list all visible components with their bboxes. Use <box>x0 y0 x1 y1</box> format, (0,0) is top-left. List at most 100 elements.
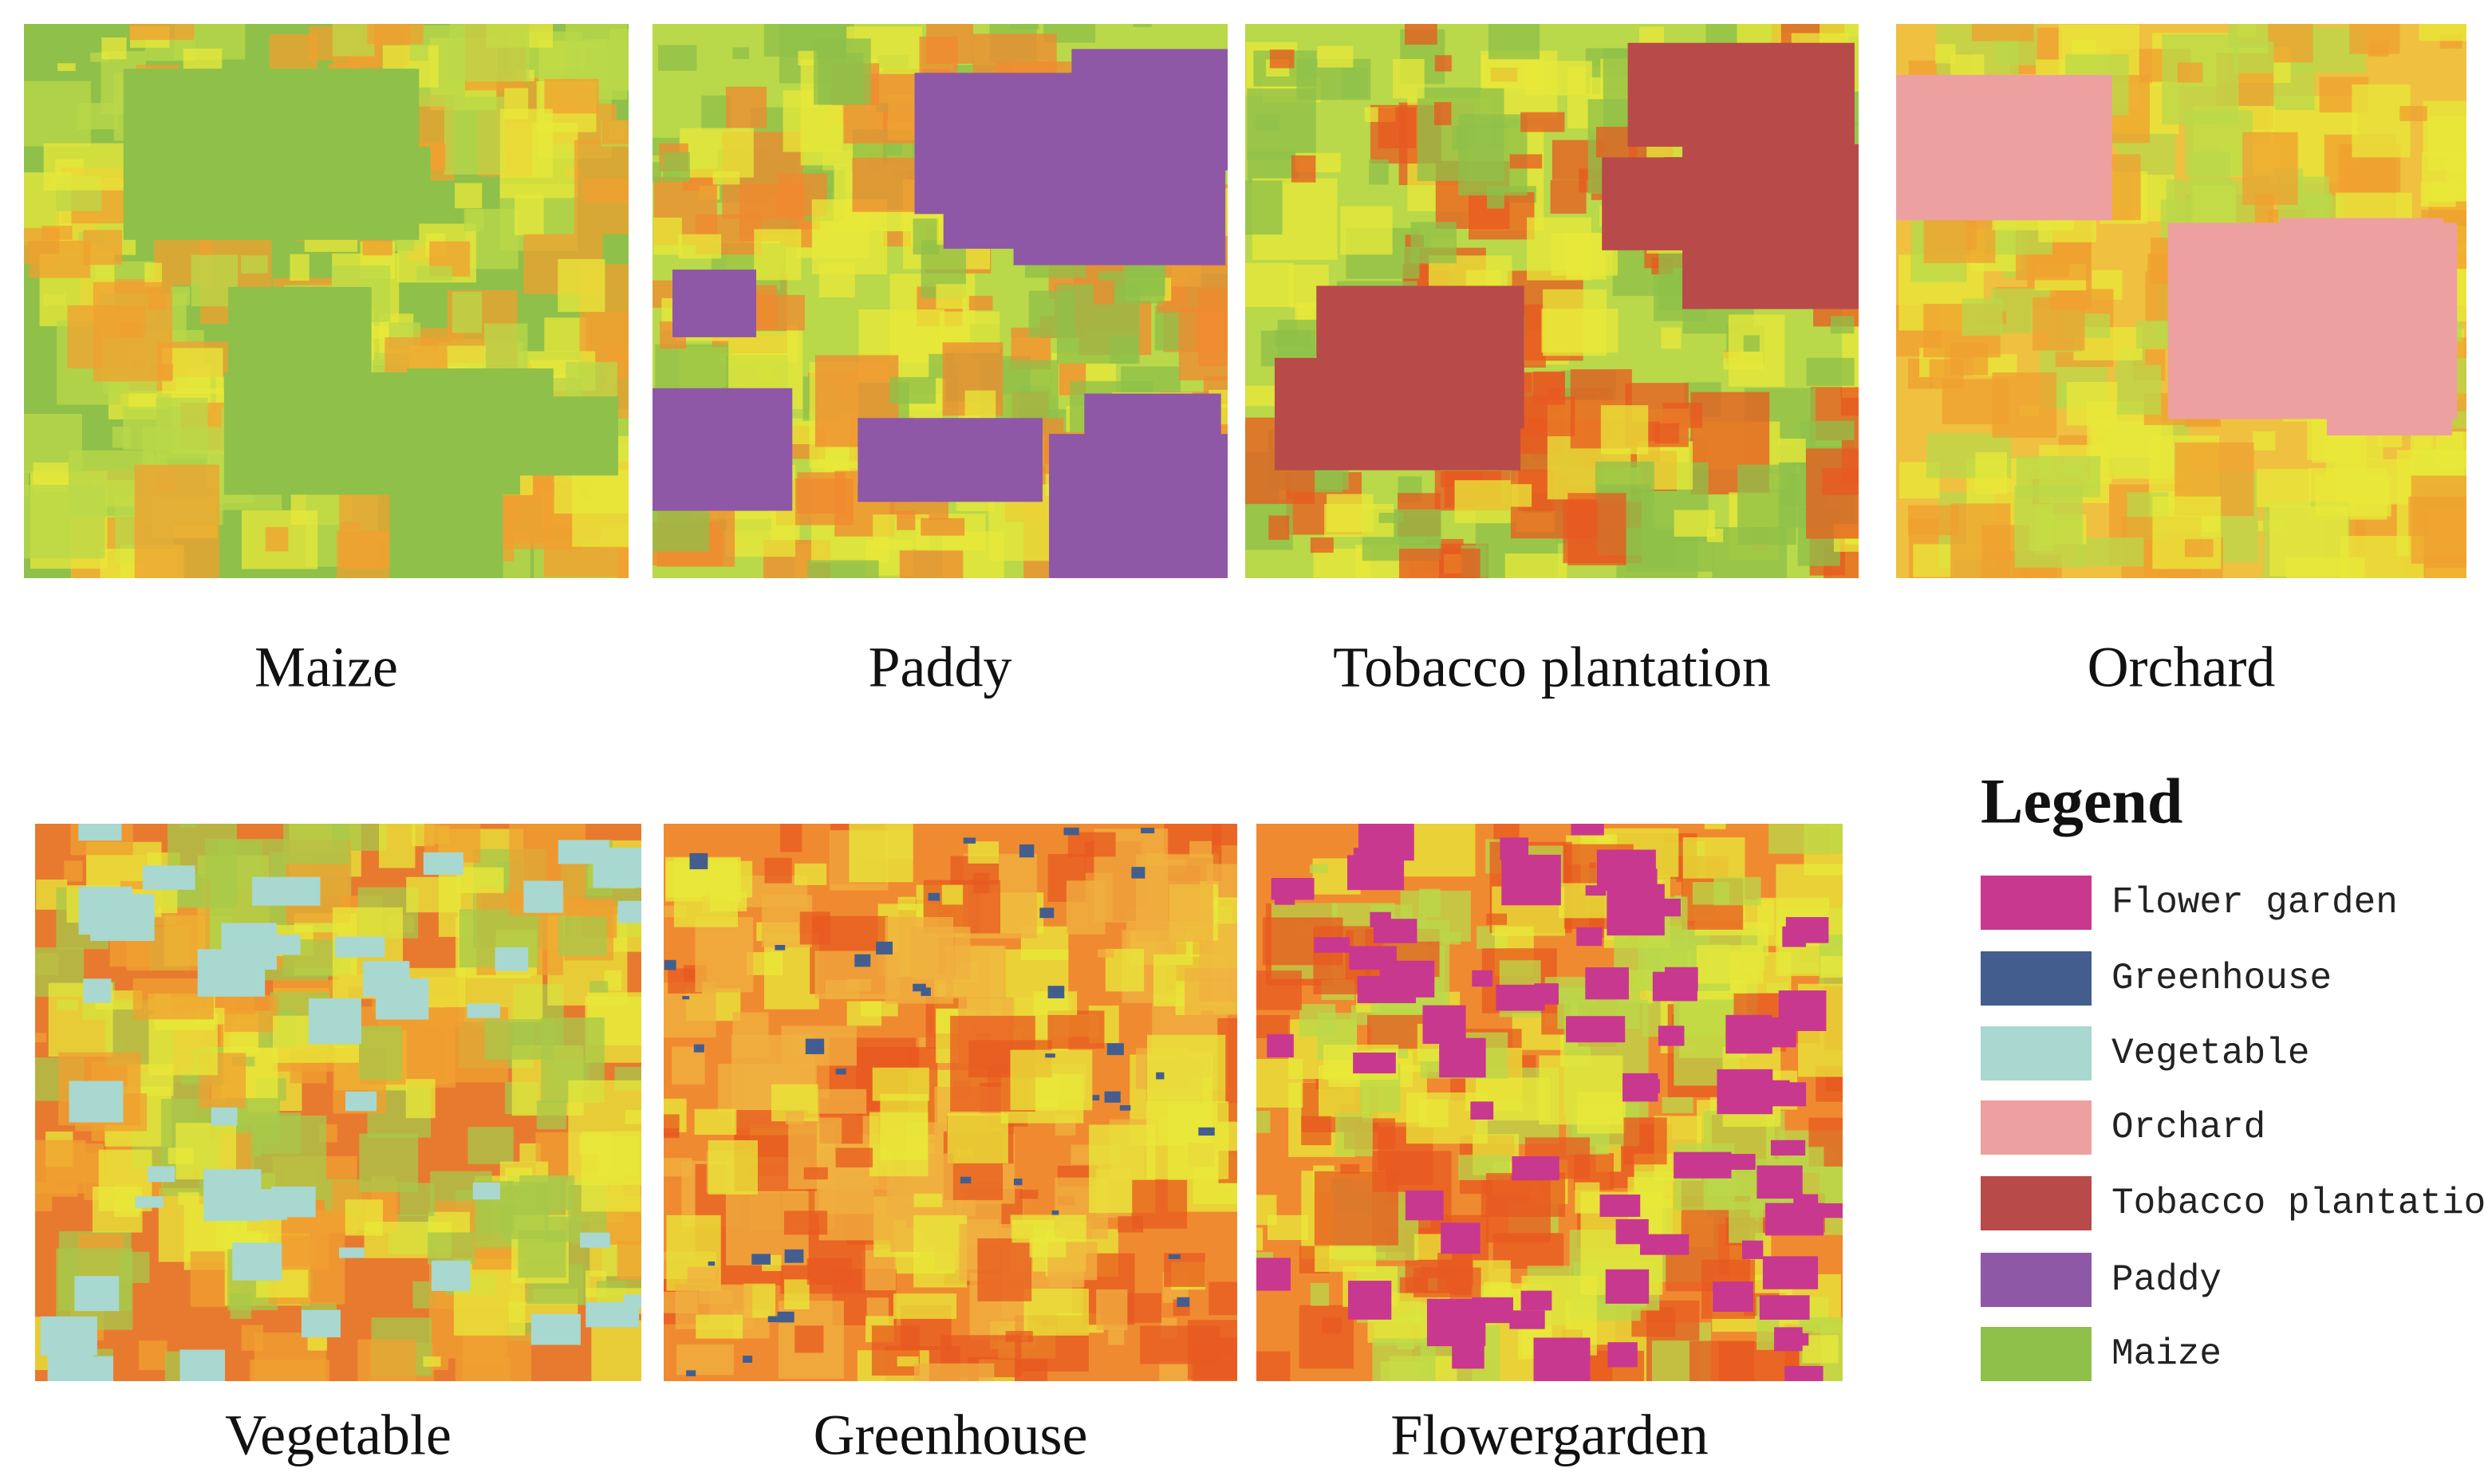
map-texture <box>1410 222 1457 264</box>
map-texture <box>1317 45 1354 68</box>
map-texture <box>1299 1305 1354 1369</box>
class-patch <box>1267 1033 1294 1058</box>
class-patch <box>1622 1073 1658 1102</box>
map-texture <box>1133 24 1152 27</box>
map-texture <box>1486 186 1504 209</box>
class-patch <box>1624 898 1656 926</box>
map-texture <box>2325 427 2368 479</box>
map-texture <box>1692 881 1729 905</box>
map-texture <box>1275 330 1311 347</box>
class-patch <box>227 286 372 373</box>
map-texture <box>499 108 553 178</box>
legend-swatch <box>1981 1176 2092 1230</box>
map-texture <box>1291 155 1316 183</box>
map-texture <box>2241 8 2269 20</box>
class-patch <box>1585 967 1629 1000</box>
map-texture <box>24 484 105 559</box>
map-texture <box>544 78 599 114</box>
class-patch <box>1741 1240 1764 1259</box>
map-texture <box>519 1143 541 1163</box>
map-texture <box>1840 387 1859 416</box>
map-texture <box>913 218 939 255</box>
legend-swatch <box>1981 1100 2092 1155</box>
map-texture <box>1743 335 1760 352</box>
class-patch <box>1019 844 1035 858</box>
map-texture <box>936 284 967 309</box>
map-texture <box>1661 327 1682 349</box>
map-texture <box>808 1088 867 1114</box>
map-texture <box>515 194 544 235</box>
map-texture <box>672 1046 705 1085</box>
map-texture <box>1245 262 1294 308</box>
class-patch <box>1109 1093 1117 1097</box>
map-texture <box>687 1266 720 1285</box>
map-panel <box>1896 8 2466 578</box>
class-patch <box>664 959 676 970</box>
class-patch <box>580 1232 610 1248</box>
class-patch <box>1784 1365 1824 1381</box>
map-texture <box>1971 24 2034 41</box>
map-texture <box>1140 1325 1220 1364</box>
class-patch <box>232 1242 282 1281</box>
map-texture <box>1830 316 1855 334</box>
map-texture <box>712 171 740 185</box>
class-patch <box>858 418 1043 502</box>
map-texture <box>676 1344 734 1376</box>
map-texture <box>818 53 864 105</box>
map-texture <box>367 24 424 45</box>
map-texture <box>148 1014 218 1076</box>
map-texture <box>572 469 629 547</box>
map-texture <box>1309 864 1328 874</box>
class-patch <box>928 892 940 901</box>
map-texture <box>1047 1010 1105 1049</box>
map-texture <box>2242 132 2298 205</box>
class-patch <box>1512 1155 1559 1181</box>
map-texture <box>64 860 83 882</box>
map-texture <box>1256 1351 1291 1381</box>
map-texture <box>1342 67 1368 99</box>
class-patch <box>523 880 563 913</box>
class-patch <box>1717 1069 1773 1115</box>
map-texture <box>1335 1112 1373 1157</box>
map-texture <box>456 867 504 894</box>
map-texture <box>1108 1327 1125 1345</box>
map-texture <box>664 1291 698 1313</box>
map-texture <box>1005 1331 1033 1343</box>
class-patch <box>2244 260 2449 356</box>
map-texture <box>710 891 747 911</box>
map-texture <box>52 1184 78 1197</box>
map-texture <box>1393 58 1425 99</box>
class-patch <box>617 900 641 923</box>
map-texture <box>2420 181 2456 207</box>
map-texture <box>889 376 936 404</box>
class-patch <box>389 485 503 578</box>
class-patch <box>1599 1195 1641 1217</box>
map-texture <box>1019 1189 1039 1199</box>
class-patch <box>495 947 529 971</box>
map-texture <box>1398 548 1481 578</box>
map-texture <box>2349 24 2400 54</box>
map-texture <box>1098 949 1114 958</box>
map-texture <box>1577 1091 1626 1134</box>
class-patch <box>1177 1297 1190 1307</box>
map-texture <box>663 152 690 183</box>
legend-swatch <box>1981 1026 2092 1081</box>
map-texture <box>35 1033 47 1043</box>
panel-label: Paddy <box>869 636 1012 699</box>
class-patch <box>1596 849 1656 892</box>
class-patch <box>78 824 122 841</box>
map-texture <box>947 1113 1008 1163</box>
class-patch <box>308 998 361 1045</box>
map-texture <box>428 1232 475 1265</box>
class-patch <box>1051 1210 1059 1215</box>
class-patch <box>1131 867 1145 879</box>
class-patch <box>682 996 690 1000</box>
map-texture <box>1504 553 1567 578</box>
map-texture <box>1369 159 1389 185</box>
map-texture <box>568 1080 641 1185</box>
map-texture <box>897 1356 919 1367</box>
class-patch <box>268 935 301 955</box>
map-texture <box>1481 55 1544 89</box>
map-texture <box>1962 298 2003 336</box>
map-texture <box>290 254 310 281</box>
